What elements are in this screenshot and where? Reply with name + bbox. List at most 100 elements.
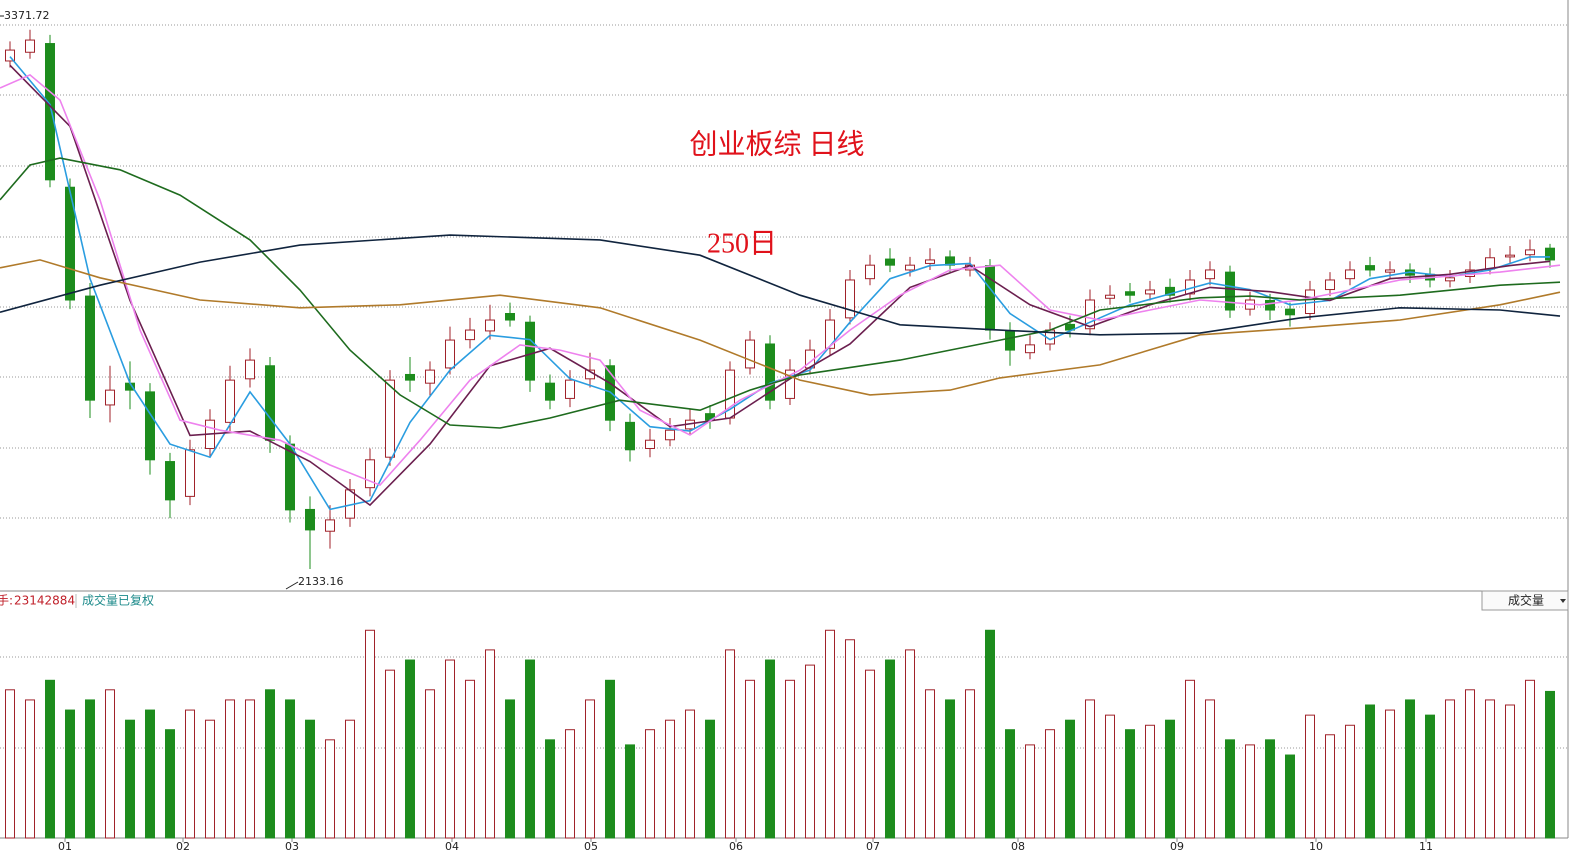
candle-body [645, 439, 655, 449]
volume-bar [165, 729, 175, 839]
candle-body [1505, 254, 1515, 258]
candle-body [885, 258, 895, 266]
volume-bar [1005, 729, 1015, 839]
x-tick-label: 02 [176, 840, 190, 853]
moving-average-line [0, 234, 1561, 336]
volume-value: 23142884 [14, 594, 75, 608]
volume-bar [45, 679, 55, 839]
candle-body [185, 449, 195, 497]
candle-body [565, 379, 575, 399]
volume-bar [1465, 689, 1475, 839]
candle-body [1525, 249, 1535, 256]
volume-bar [1285, 754, 1295, 839]
volume-bar [625, 744, 635, 839]
candle-body [1285, 308, 1295, 316]
candle-body [825, 319, 835, 349]
candle-body [25, 39, 35, 53]
candle-body [1225, 271, 1235, 311]
volume-bar [5, 689, 15, 839]
candle-body [1025, 344, 1035, 354]
candle-body [325, 519, 335, 532]
volume-bar [785, 679, 795, 839]
candle-body [105, 389, 115, 406]
candle-body [5, 49, 15, 62]
volume-bar [405, 659, 415, 839]
low-arrow [285, 581, 299, 590]
x-tick-label: 10 [1309, 840, 1323, 853]
x-tick-label: 01 [58, 840, 72, 853]
moving-average-line [0, 73, 1561, 487]
candle-body [1165, 286, 1175, 296]
volume-bar [605, 679, 615, 839]
dropdown-box[interactable] [1481, 590, 1569, 611]
candle-body [745, 339, 755, 369]
candle-body [1265, 299, 1275, 311]
volume-bar [885, 659, 895, 839]
volume-bar [1485, 699, 1495, 839]
candle-body [845, 279, 855, 319]
candle-body [425, 369, 435, 384]
indicator-dropdown[interactable]: 成交量 [1481, 590, 1569, 611]
high-label: 3371.72 [4, 9, 50, 22]
candle-body [905, 264, 915, 271]
chart-title: 创业板综 日线 [689, 128, 864, 160]
candle-body [225, 379, 235, 423]
candle-body [1005, 330, 1015, 351]
price-grid [0, 24, 1568, 749]
candle-body [165, 461, 175, 501]
candle-body [465, 329, 475, 341]
candle-body [865, 264, 875, 280]
volume-bar [1505, 704, 1515, 839]
volume-bar [965, 689, 975, 839]
volume-bar [245, 699, 255, 839]
volume-bar [705, 719, 715, 839]
volume-bar [1365, 704, 1375, 839]
volume-bar [1025, 744, 1035, 839]
candle-body [525, 321, 535, 381]
volume-bar [225, 699, 235, 839]
candle-body [785, 369, 795, 399]
volume-bar [1305, 714, 1315, 839]
volume-bar [985, 629, 995, 839]
volume-bar [145, 709, 155, 839]
x-tick-label: 07 [866, 840, 880, 853]
volume-bar [105, 689, 115, 839]
volume-bar [585, 699, 595, 839]
ma-annotation: 250日 [707, 228, 777, 259]
volume-note: 成交量已复权 [82, 593, 154, 608]
candle-body [545, 382, 555, 401]
dropdown-arrow[interactable] [1560, 599, 1566, 603]
volume-bar [425, 689, 435, 839]
volume-bar [565, 729, 575, 839]
volume-bar [1445, 699, 1455, 839]
candle-body [1125, 291, 1135, 296]
candle-body [1325, 279, 1335, 291]
volume-bar [505, 699, 515, 839]
volume-bar [1205, 699, 1215, 839]
candle-body [1545, 247, 1555, 261]
volume-bar [485, 649, 495, 839]
moving-average-line [0, 259, 1561, 396]
candle-body [305, 508, 315, 531]
candle-body [765, 343, 775, 401]
volume-bar [765, 659, 775, 839]
volume-bar [1525, 679, 1535, 839]
candle-body [1385, 269, 1395, 273]
volume-bar [285, 699, 295, 839]
candle-body [65, 186, 75, 301]
volume-bar [745, 679, 755, 839]
volume-bar [185, 709, 195, 839]
candle-body [985, 265, 995, 331]
volume-bar [525, 659, 535, 839]
volume-bar [1165, 719, 1175, 839]
candle-body [285, 443, 295, 511]
volume-bar [1085, 699, 1095, 839]
dropdown-text[interactable]: 成交量 [1508, 593, 1544, 608]
volume-bar [445, 659, 455, 839]
plot-area: 01 02 03 04 05 06 07 08 09 10 11 [0, 29, 1561, 853]
volume-bar [1105, 714, 1115, 839]
volume-bar [685, 709, 695, 839]
volume-bar [865, 669, 875, 839]
volume-bar [1385, 709, 1395, 839]
